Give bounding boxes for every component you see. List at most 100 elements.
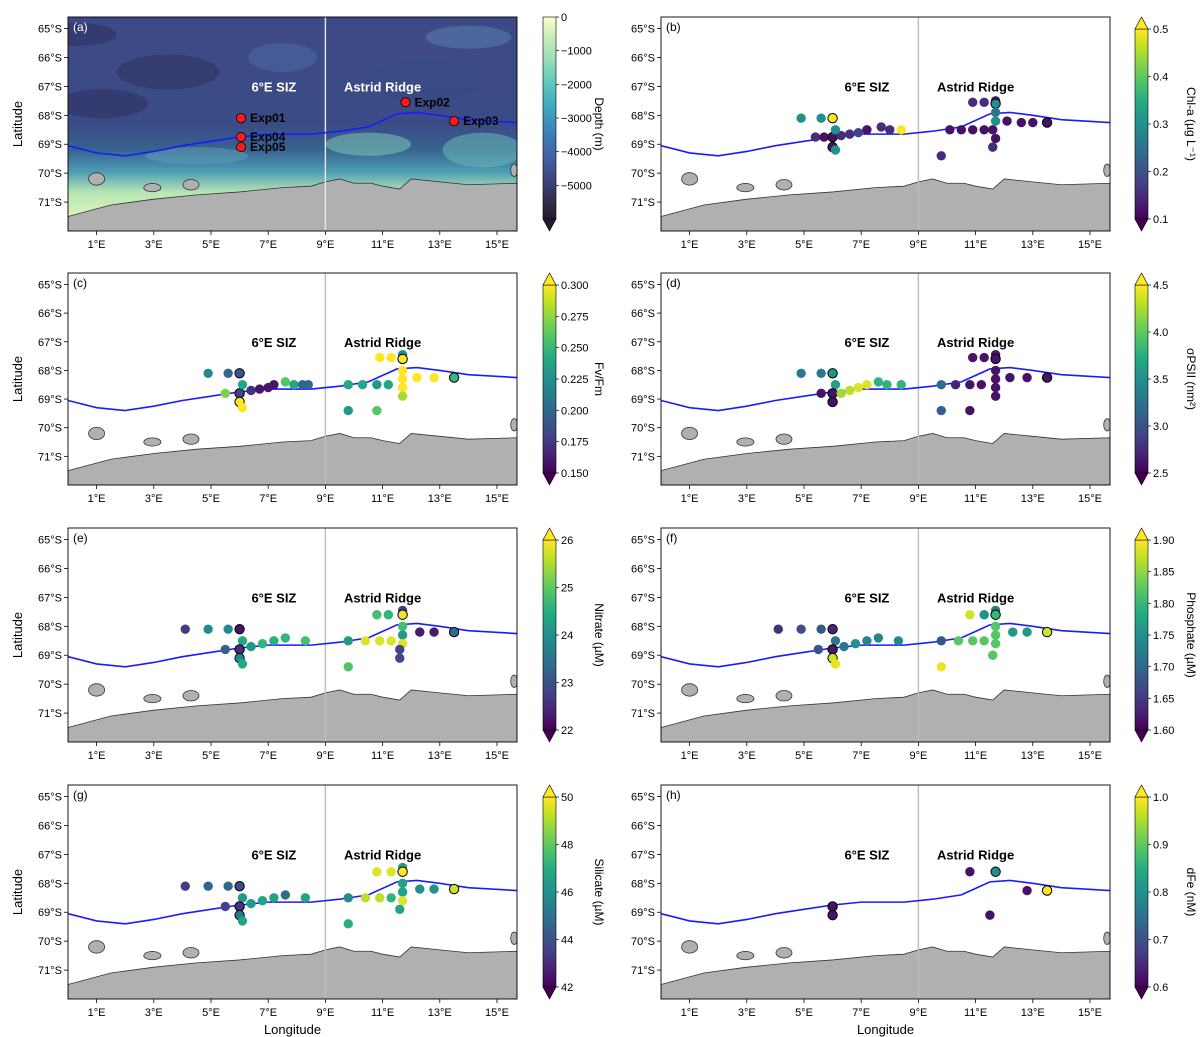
data-point (990, 866, 1001, 877)
x-tick-label: 13°E (428, 1007, 452, 1019)
region-label: Astrid Ridge (937, 847, 1014, 862)
panel-f: 6°E SIZ Astrid Ridge (f) 1°E 3°E 5°E 7°E 9°E 11°… (631, 527, 1198, 762)
data-point (773, 624, 783, 634)
colorbar-tick-label: 0.4 (1153, 72, 1168, 84)
y-tick-label: 71°S (631, 197, 655, 209)
colorbar-tick-label: 50 (561, 792, 573, 804)
colorbar-cap-low (542, 729, 557, 743)
x-tick-label: 7°E (852, 239, 870, 251)
data-point (397, 866, 408, 877)
ice-island (143, 437, 162, 447)
region-label: 6°E SIZ (844, 335, 889, 350)
plot-area (68, 528, 517, 742)
data-point (853, 127, 864, 138)
data-point (810, 132, 821, 142)
data-point (254, 384, 265, 394)
data-point (343, 636, 353, 646)
ice-island (143, 694, 162, 704)
x-tick-label: 1°E (681, 750, 699, 762)
y-tick-label: 67°S (38, 81, 62, 93)
plot-frame (67, 272, 518, 486)
data-point (246, 385, 256, 396)
x-tick-label: 7°E (259, 750, 277, 762)
ice-island (510, 163, 517, 177)
plot-area (661, 785, 1110, 999)
data-point (885, 125, 895, 135)
data-point (990, 621, 1001, 632)
data-point (836, 130, 846, 141)
x-tick-label: 11°E (371, 239, 394, 251)
colorbar-tick-label: 0.6 (1153, 982, 1168, 994)
colorbar-tick-label: 4.0 (1153, 327, 1168, 339)
x-tick-label: 5°E (795, 750, 813, 762)
bathymetry-texture (68, 89, 149, 119)
data-point (300, 893, 311, 903)
x-tick-label: 7°E (259, 1007, 277, 1019)
y-tick-label: 66°S (631, 563, 655, 575)
colorbar-tick-label: 0.225 (561, 374, 589, 386)
data-point (343, 662, 353, 672)
plot-frame (67, 527, 518, 743)
ice-island (736, 183, 755, 193)
data-point (372, 380, 382, 390)
y-tick-label: 71°S (631, 708, 655, 720)
data-point (1041, 626, 1053, 638)
data-point (839, 641, 849, 652)
panel-b: 6°E SIZ Astrid Ridge (b) 1°E 3°E 5°E 7°E 9°E 11°… (631, 16, 1198, 251)
x-axis-label: Longitude (857, 1022, 914, 1037)
data-point (816, 624, 826, 634)
colorbar-tick-label: 0.3 (1153, 119, 1168, 131)
bathymetry-texture (116, 54, 220, 90)
colorbar-tick-label: 1.80 (1153, 598, 1174, 610)
station-label: Exp02 (414, 95, 450, 109)
station-label: Exp01 (250, 111, 286, 125)
y-tick-label: 69°S (38, 907, 62, 919)
data-point (836, 388, 846, 399)
data-point (269, 380, 279, 390)
colorbar (542, 16, 557, 220)
data-point (827, 113, 838, 124)
panel-d: 6°E SIZ Astrid Ridge (d) 1°E 3°E 5°E 7°E 9°E 11°… (631, 272, 1198, 505)
x-tick-label: 13°E (1021, 1007, 1045, 1019)
region-label: Astrid Ridge (937, 335, 1014, 350)
y-axis-label: Latitude (10, 612, 25, 658)
antarctic-land (68, 178, 517, 231)
colorbar-tick-label: 44 (561, 935, 573, 947)
data-point (234, 644, 245, 655)
data-point (397, 895, 408, 906)
y-tick-label: 71°S (38, 708, 62, 720)
colorbar-tick-label: 0.9 (1153, 840, 1168, 852)
y-tick-label: 70°S (631, 936, 655, 948)
data-point (965, 405, 975, 416)
plot-frame (660, 527, 1111, 743)
front-line (661, 366, 1110, 412)
data-point (873, 633, 884, 643)
data-point (375, 352, 385, 363)
x-tick-label: 3°E (738, 493, 756, 505)
data-point (979, 636, 989, 646)
bathymetry-texture (145, 147, 249, 165)
colorbar (542, 796, 557, 988)
ice-island (681, 683, 699, 697)
data-point (813, 644, 823, 655)
data-point (375, 893, 385, 903)
x-tick-label: 3°E (738, 239, 756, 251)
colorbar (542, 284, 557, 474)
x-tick-label: 11°E (964, 493, 987, 505)
data-point (990, 638, 1001, 649)
data-point (343, 405, 353, 416)
region-label: 6°E SIZ (251, 847, 296, 862)
colorbar (1134, 539, 1149, 731)
data-point (985, 910, 995, 920)
x-tick-label: 9°E (316, 750, 334, 762)
y-tick-label: 68°S (38, 110, 62, 122)
colorbar-label: Depth (m) (592, 97, 606, 150)
data-point (269, 893, 279, 903)
panel-g: 6°E SIZ Astrid Ridge (g) 1°E 3°E 5°E 7°E 9°E 11°… (10, 784, 606, 1037)
data-point (360, 636, 371, 646)
data-point (180, 881, 190, 891)
x-tick-label: 13°E (428, 239, 452, 251)
x-tick-label: 11°E (371, 750, 394, 762)
x-tick-label: 9°E (316, 1007, 334, 1019)
data-point (990, 107, 1001, 118)
